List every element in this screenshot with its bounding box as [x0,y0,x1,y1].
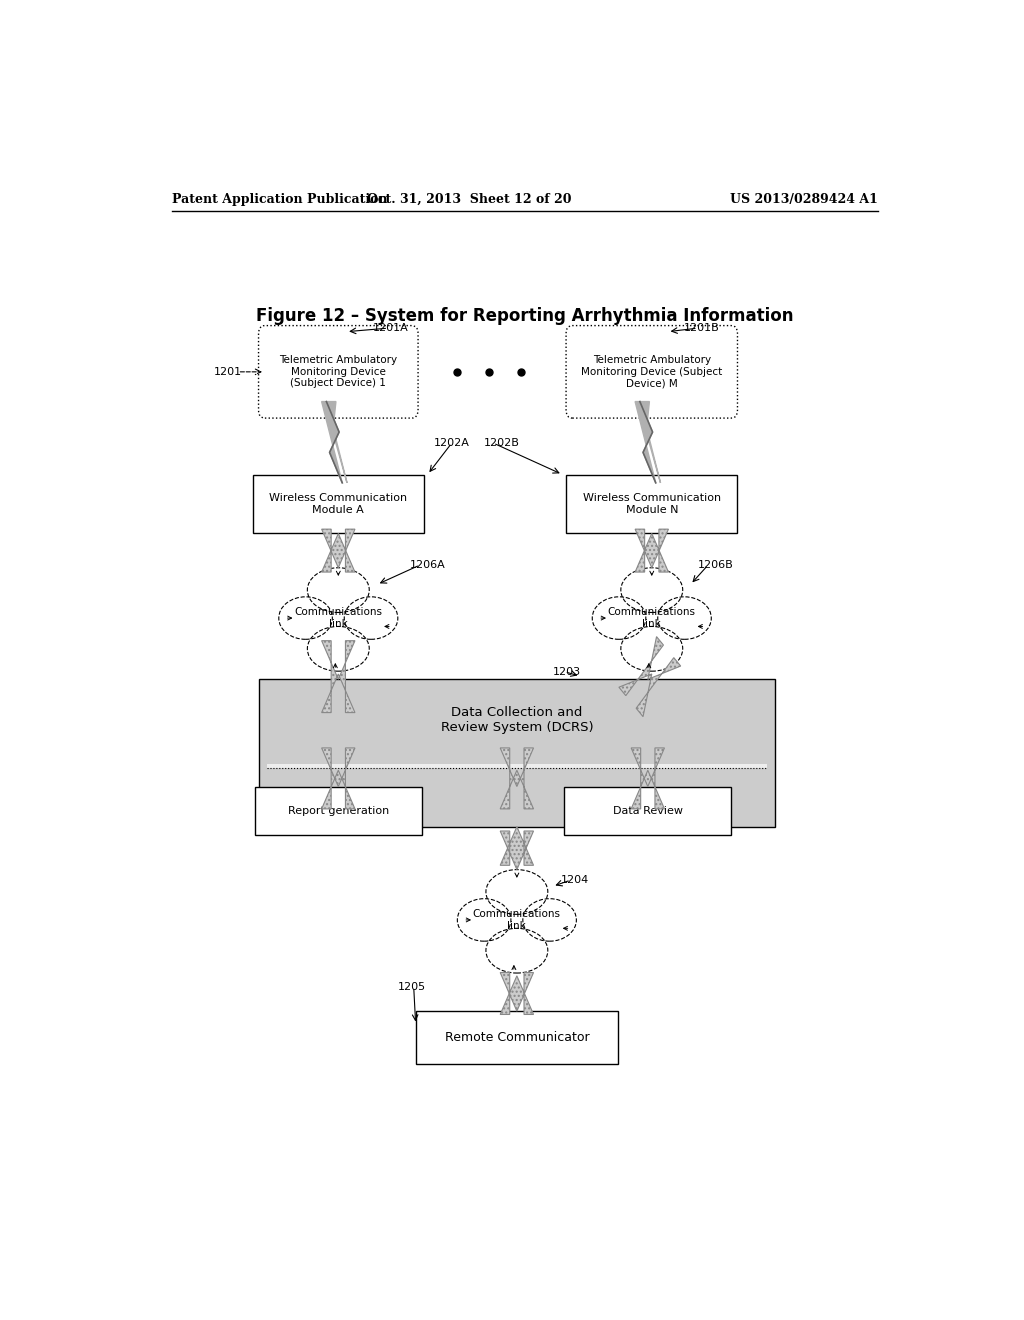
Text: 1203: 1203 [553,667,581,677]
Text: Patent Application Publication: Patent Application Publication [172,193,387,206]
Text: Oct. 31, 2013  Sheet 12 of 20: Oct. 31, 2013 Sheet 12 of 20 [367,193,571,206]
FancyBboxPatch shape [259,680,775,826]
Ellipse shape [458,899,511,941]
Text: 1205: 1205 [397,982,426,991]
Ellipse shape [486,870,548,915]
Text: 1206A: 1206A [410,560,445,570]
Polygon shape [322,748,355,809]
FancyBboxPatch shape [564,787,731,836]
Polygon shape [635,401,660,483]
Text: Wireless Communication
Module N: Wireless Communication Module N [583,494,721,515]
FancyBboxPatch shape [267,764,767,768]
Ellipse shape [592,597,646,639]
Text: Telemetric Ambulatory
Monitoring Device
(Subject Device) 1: Telemetric Ambulatory Monitoring Device … [280,355,397,388]
Text: Telemetric Ambulatory
Monitoring Device (Subject
Device) M: Telemetric Ambulatory Monitoring Device … [582,355,722,388]
Text: Communications
link: Communications link [294,607,382,628]
FancyBboxPatch shape [255,787,422,836]
Text: Remote Communicator: Remote Communicator [444,1031,589,1044]
Text: Communications
link: Communications link [473,909,561,931]
Text: 1206B: 1206B [697,560,733,570]
Text: 1201B: 1201B [684,323,719,333]
Ellipse shape [657,597,712,639]
Text: 1204: 1204 [560,875,589,884]
Text: 1201A: 1201A [373,323,409,333]
FancyBboxPatch shape [416,1011,618,1064]
Ellipse shape [523,899,577,941]
Text: Figure 12 – System for Reporting Arrhythmia Information: Figure 12 – System for Reporting Arrhyth… [256,308,794,325]
Ellipse shape [621,627,683,671]
Text: Report generation: Report generation [288,807,389,816]
Text: US 2013/0289424 A1: US 2013/0289424 A1 [730,193,878,206]
Polygon shape [635,529,669,572]
FancyBboxPatch shape [566,474,737,533]
Text: 1202A: 1202A [433,438,469,447]
FancyBboxPatch shape [566,326,737,418]
Polygon shape [322,401,347,483]
Ellipse shape [307,627,370,671]
Ellipse shape [486,928,548,973]
Polygon shape [500,748,534,809]
Polygon shape [322,640,355,713]
FancyBboxPatch shape [258,326,418,418]
Polygon shape [500,973,534,1015]
Ellipse shape [621,568,683,612]
Ellipse shape [344,597,397,639]
Text: 1202B: 1202B [483,438,519,447]
Text: Data Collection and
Review System (DCRS): Data Collection and Review System (DCRS) [440,706,593,734]
Ellipse shape [279,597,333,639]
Text: 1201: 1201 [214,367,242,376]
Ellipse shape [307,568,370,612]
FancyBboxPatch shape [253,474,424,533]
Polygon shape [322,529,355,572]
Polygon shape [500,826,534,870]
Text: Wireless Communication
Module A: Wireless Communication Module A [269,494,408,515]
Polygon shape [631,748,665,809]
Text: Data Review: Data Review [612,807,683,816]
Text: Communications
link: Communications link [608,607,695,628]
Polygon shape [618,636,681,717]
